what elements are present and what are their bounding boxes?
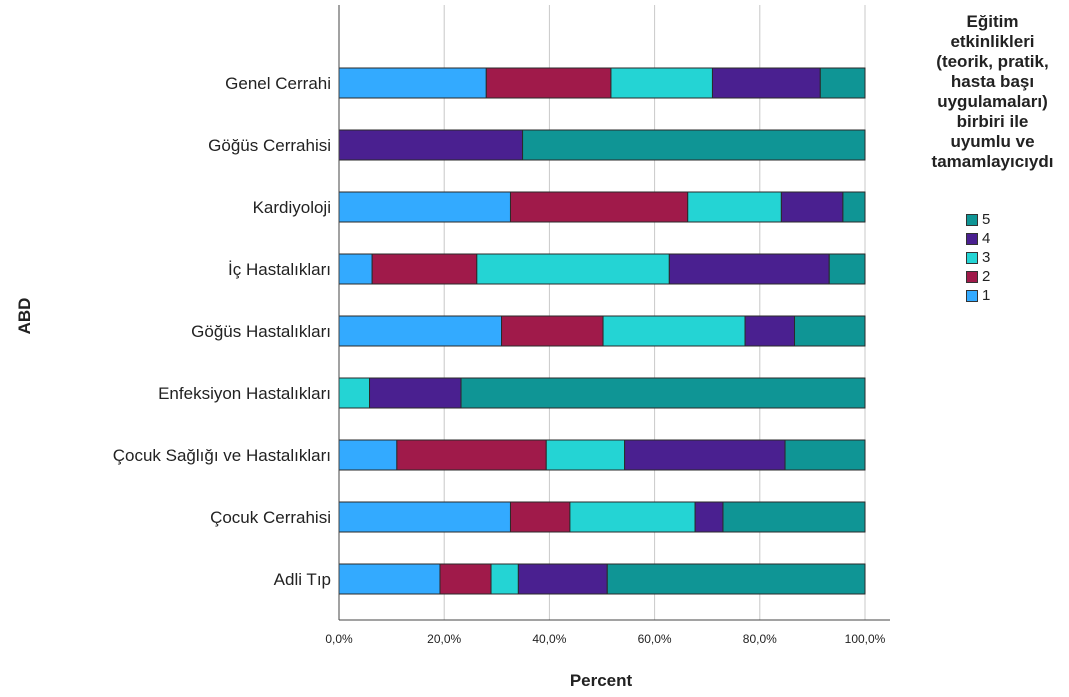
bars xyxy=(338,67,866,595)
legend-title-line: uyumlu ve xyxy=(950,132,1035,151)
bar-segment xyxy=(784,439,866,471)
category-label: Çocuk Cerrahisi xyxy=(210,508,331,527)
legend-title: Eğitim etkinlikleri (teorik, pratik, hasta … xyxy=(905,12,1069,172)
category-label: Genel Cerrahi xyxy=(225,74,331,93)
x-tick-label: 80,0% xyxy=(743,632,777,646)
legend-swatch xyxy=(966,270,978,283)
category-label: Kardiyoloji xyxy=(253,198,331,217)
category-label: Çocuk Sağlığı ve Hastalıkları xyxy=(113,446,331,465)
x-axis-title: Percent xyxy=(570,671,633,690)
legend-swatch xyxy=(966,213,978,226)
bar-segment xyxy=(490,563,519,595)
bar-segment xyxy=(338,67,487,99)
bar-segment xyxy=(501,315,604,347)
bar-segment xyxy=(476,253,670,285)
bar-segment xyxy=(396,439,547,471)
bar-segment xyxy=(338,563,441,595)
legend-item: 3 xyxy=(966,248,990,267)
legend-label: 5 xyxy=(982,211,991,228)
legend-item: 4 xyxy=(966,229,990,248)
legend-title-line: uygulamaları) xyxy=(937,92,1048,111)
legend-label: 4 xyxy=(982,230,991,247)
bar-segment xyxy=(545,439,626,471)
legend-label: 1 xyxy=(982,287,991,304)
bar-segment xyxy=(439,563,492,595)
legend-title-line: (teorik, pratik, xyxy=(936,52,1049,71)
x-tick-label: 20,0% xyxy=(427,632,461,646)
bar-segment xyxy=(722,501,866,533)
legend-item: 5 xyxy=(966,210,990,229)
bar-segment xyxy=(522,129,866,161)
bar-segment xyxy=(610,67,713,99)
legend-title-line: etkinlikleri xyxy=(950,32,1035,51)
y-axis-title: ABD xyxy=(15,298,34,335)
x-tick-label: 40,0% xyxy=(532,632,566,646)
x-tick-labels: 0,0% 20,0% 40,0% 60,0% 80,0% 100,0% xyxy=(325,632,885,646)
bar-segment xyxy=(338,253,373,285)
bar-segment xyxy=(668,253,830,285)
bar-segment xyxy=(338,129,524,161)
bar-segment xyxy=(624,439,786,471)
bar-segment xyxy=(694,501,724,533)
bar-segment xyxy=(338,191,511,223)
bar-segment xyxy=(338,315,503,347)
category-labels: Genel Cerrahi Göğüs Cerrahisi Kardiyoloji İ… xyxy=(113,74,331,589)
bar-segment xyxy=(517,563,608,595)
axes xyxy=(338,5,890,621)
legend-item: 2 xyxy=(966,267,990,286)
bar-segment xyxy=(828,253,866,285)
legend-title-line: birbiri ile xyxy=(956,112,1029,131)
x-tick-label: 100,0% xyxy=(845,632,886,646)
category-label: Göğüs Cerrahisi xyxy=(208,136,331,155)
legend-swatch xyxy=(966,232,978,245)
category-label: Göğüs Hastalıkları xyxy=(191,322,331,341)
legend-swatch xyxy=(966,289,978,302)
x-tick-label: 0,0% xyxy=(325,632,353,646)
bar-segment xyxy=(606,563,866,595)
bar-segment xyxy=(460,377,866,409)
legend-title-line: Eğitim xyxy=(966,12,1019,31)
bar-segment xyxy=(509,191,689,223)
x-tick-label: 60,0% xyxy=(638,632,672,646)
bar-segment xyxy=(371,253,478,285)
legend-label: 3 xyxy=(982,249,991,266)
bar-segment xyxy=(338,377,371,409)
bar-segment xyxy=(687,191,782,223)
category-label: Enfeksiyon Hastalıkları xyxy=(158,384,331,403)
legend-label: 2 xyxy=(982,268,991,285)
bar-segment xyxy=(744,315,796,347)
bar-segment xyxy=(485,67,612,99)
bar-segment xyxy=(338,439,398,471)
bar-segment xyxy=(509,501,571,533)
bar-segment xyxy=(338,501,511,533)
bar-segment xyxy=(569,501,696,533)
bar-segment xyxy=(819,67,866,99)
bar-segment xyxy=(794,315,866,347)
legend-item: 1 xyxy=(966,286,990,305)
bar-segment xyxy=(711,67,821,99)
legend-swatch xyxy=(966,251,978,264)
legend-title-line: hasta başı xyxy=(950,72,1035,91)
legend-title-line: tamamlayıcıydı xyxy=(931,152,1054,171)
category-label: Adli Tıp xyxy=(274,570,331,589)
bar-segment xyxy=(369,377,462,409)
category-label: İç Hastalıkları xyxy=(228,260,331,279)
bar-segment xyxy=(780,191,844,223)
bar-segment xyxy=(602,315,746,347)
bar-segment xyxy=(842,191,866,223)
legend: 5 4 3 2 1 xyxy=(966,210,990,305)
